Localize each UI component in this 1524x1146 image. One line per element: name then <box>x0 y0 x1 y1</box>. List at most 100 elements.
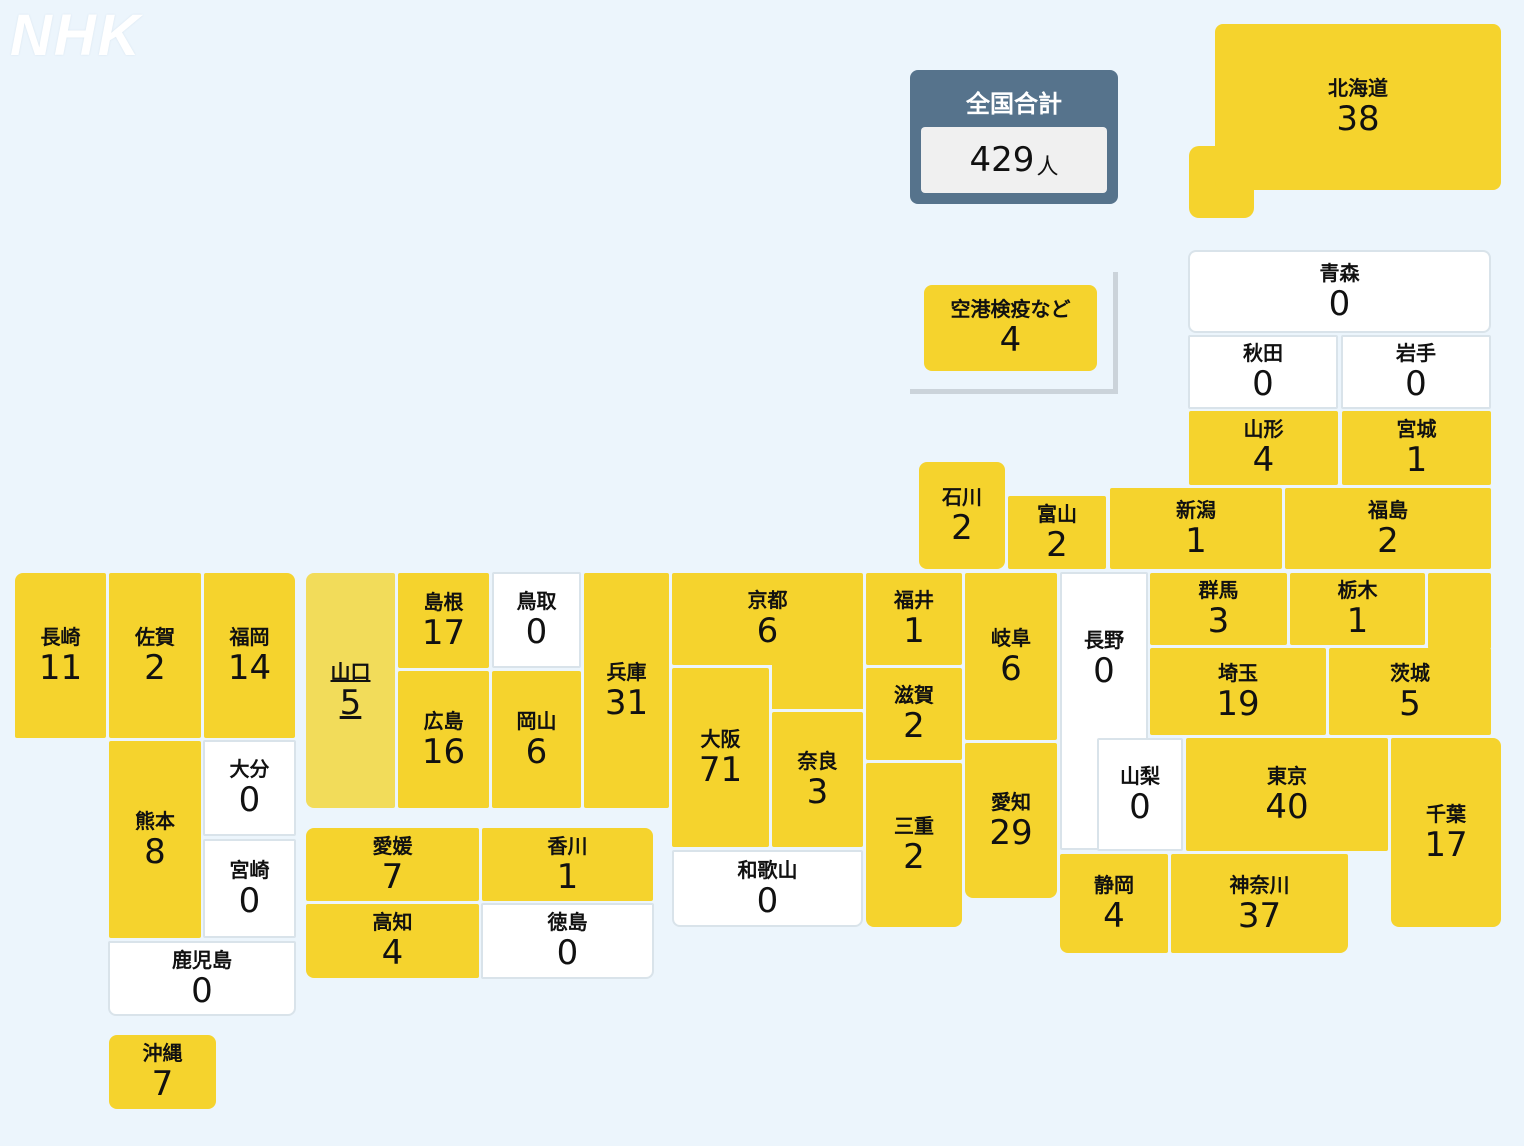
pref-count: 3 <box>806 771 829 812</box>
pref-count: 4 <box>1252 440 1275 480</box>
pref-count: 37 <box>1237 895 1282 936</box>
pref-hokkaido[interactable]: 北海道 38 <box>1215 24 1501 190</box>
pref-tochigi[interactable]: 栃木 1 <box>1290 573 1425 645</box>
pref-shiga[interactable]: 滋賀 2 <box>866 668 962 760</box>
pref-wakayama[interactable]: 和歌山 0 <box>672 850 863 927</box>
pref-count: 71 <box>698 749 743 790</box>
pref-saga[interactable]: 佐賀 2 <box>109 573 201 738</box>
pref-name: 茨城 <box>1390 660 1430 685</box>
pref-count: 6 <box>1000 648 1022 689</box>
pref-name: 愛媛 <box>372 833 413 858</box>
national-total-label: 全国合計 <box>966 90 1062 118</box>
pref-fukushima[interactable]: 福島 2 <box>1285 488 1491 569</box>
pref-name: 岐阜 <box>991 625 1031 650</box>
pref-iwate[interactable]: 岩手 0 <box>1341 335 1491 409</box>
pref-okinawa[interactable]: 沖縄 7 <box>109 1035 216 1109</box>
pref-count: 38 <box>1336 99 1380 139</box>
pref-count: 2 <box>951 507 973 548</box>
pref-count: 4 <box>1103 895 1125 936</box>
pref-hyogo[interactable]: 兵庫 31 <box>584 573 669 808</box>
pref-name: 沖縄 <box>142 1041 183 1065</box>
pref-nara[interactable]: 奈良 3 <box>772 712 863 847</box>
airport-divider-vertical <box>1113 272 1118 394</box>
pref-name: 長野 <box>1084 628 1124 652</box>
pref-yamaguchi[interactable]: 山口 5 <box>306 573 395 808</box>
pref-kagawa[interactable]: 香川 1 <box>482 828 653 901</box>
pref-kyoto[interactable]: 京都 6 <box>672 573 863 665</box>
pref-name: 群馬 <box>1198 578 1239 602</box>
pref-name: 広島 <box>423 708 464 733</box>
pref-kagoshima[interactable]: 鹿児島 0 <box>108 941 296 1016</box>
pref-count: 29 <box>989 812 1033 853</box>
pref-count: 2 <box>1046 524 1068 565</box>
pref-name: 東京 <box>1267 763 1307 788</box>
pref-name: 山形 <box>1243 417 1284 441</box>
pref-name: 宮崎 <box>229 857 270 882</box>
pref-akita[interactable]: 秋田 0 <box>1188 335 1338 409</box>
pref-yamagata[interactable]: 山形 4 <box>1189 411 1338 485</box>
pref-name: 熊本 <box>135 808 175 833</box>
pref-chiba[interactable]: 千葉 17 <box>1391 738 1501 927</box>
pref-name: 奈良 <box>797 748 838 773</box>
pref-name: 山梨 <box>1120 763 1160 788</box>
pref-oita[interactable]: 大分 0 <box>203 740 296 836</box>
pref-count: 1 <box>1405 440 1428 480</box>
pref-toyama[interactable]: 富山 2 <box>1008 496 1106 569</box>
pref-count: 19 <box>1216 683 1260 724</box>
airport-quarantine-tile[interactable]: 空港検疫など 4 <box>924 285 1097 371</box>
pref-gifu[interactable]: 岐阜 6 <box>965 573 1057 740</box>
pref-count: 2 <box>144 647 166 688</box>
pref-count: 6 <box>756 611 779 651</box>
pref-miyazaki[interactable]: 宮崎 0 <box>203 839 296 938</box>
pref-mie[interactable]: 三重 2 <box>866 763 962 927</box>
pref-kochi[interactable]: 高知 4 <box>306 904 479 978</box>
pref-ehime[interactable]: 愛媛 7 <box>306 828 479 901</box>
pref-count: 2 <box>1377 520 1399 561</box>
pref-count: 3 <box>1207 601 1230 641</box>
pref-name: 福島 <box>1368 497 1408 522</box>
pref-okayama[interactable]: 岡山 6 <box>492 671 581 808</box>
pref-name: 宮城 <box>1396 417 1437 441</box>
pref-count: 4 <box>381 933 404 973</box>
pref-count: 0 <box>556 933 579 973</box>
pref-count: 0 <box>756 880 779 921</box>
pref-name: 鳥取 <box>516 589 557 613</box>
pref-name: 神奈川 <box>1229 872 1290 897</box>
pref-miyagi[interactable]: 宮城 1 <box>1342 411 1491 485</box>
pref-osaka[interactable]: 大阪 71 <box>672 668 769 847</box>
pref-kanagawa[interactable]: 神奈川 37 <box>1171 854 1348 953</box>
national-total-number: 429 <box>969 140 1035 180</box>
pref-ibaraki[interactable]: 茨城 5 <box>1329 648 1491 735</box>
pref-name: 兵庫 <box>606 659 647 684</box>
pref-name: 埼玉 <box>1218 660 1258 685</box>
pref-aichi[interactable]: 愛知 29 <box>965 743 1057 898</box>
pref-count: 0 <box>238 780 261 820</box>
pref-niigata[interactable]: 新潟 1 <box>1110 488 1282 569</box>
pref-count: 7 <box>151 1064 174 1104</box>
pref-saitama[interactable]: 埼玉 19 <box>1150 648 1326 735</box>
pref-name: 島根 <box>423 589 464 614</box>
pref-aomori[interactable]: 青森 0 <box>1188 250 1491 333</box>
pref-tottori[interactable]: 鳥取 0 <box>492 572 581 668</box>
pref-kumamoto[interactable]: 熊本 8 <box>109 741 201 938</box>
pref-nagasaki[interactable]: 長崎 11 <box>15 573 106 738</box>
pref-count: 0 <box>238 880 261 921</box>
pref-count: 6 <box>525 731 548 772</box>
pref-count: 0 <box>191 970 213 1011</box>
pref-ishikawa[interactable]: 石川 2 <box>919 462 1005 569</box>
pref-fukui[interactable]: 福井 1 <box>866 573 962 665</box>
national-total-value-box: 429 人 <box>921 127 1107 193</box>
pref-tokyo[interactable]: 東京 40 <box>1186 738 1388 851</box>
pref-fukuoka[interactable]: 福岡 14 <box>204 573 295 738</box>
pref-hiroshima[interactable]: 広島 16 <box>398 671 489 808</box>
pref-shizuoka[interactable]: 静岡 4 <box>1060 854 1168 953</box>
pref-count: 0 <box>1252 364 1274 404</box>
pref-count: 1 <box>1185 520 1207 561</box>
pref-gunma[interactable]: 群馬 3 <box>1150 573 1287 645</box>
pref-name: 北海道 <box>1328 76 1388 100</box>
pref-shimane[interactable]: 島根 17 <box>398 573 489 668</box>
pref-name: 京都 <box>747 588 788 612</box>
pref-count: 17 <box>421 612 466 653</box>
pref-tokushima[interactable]: 徳島 0 <box>481 903 654 979</box>
pref-yamanashi[interactable]: 山梨 0 <box>1097 738 1183 851</box>
